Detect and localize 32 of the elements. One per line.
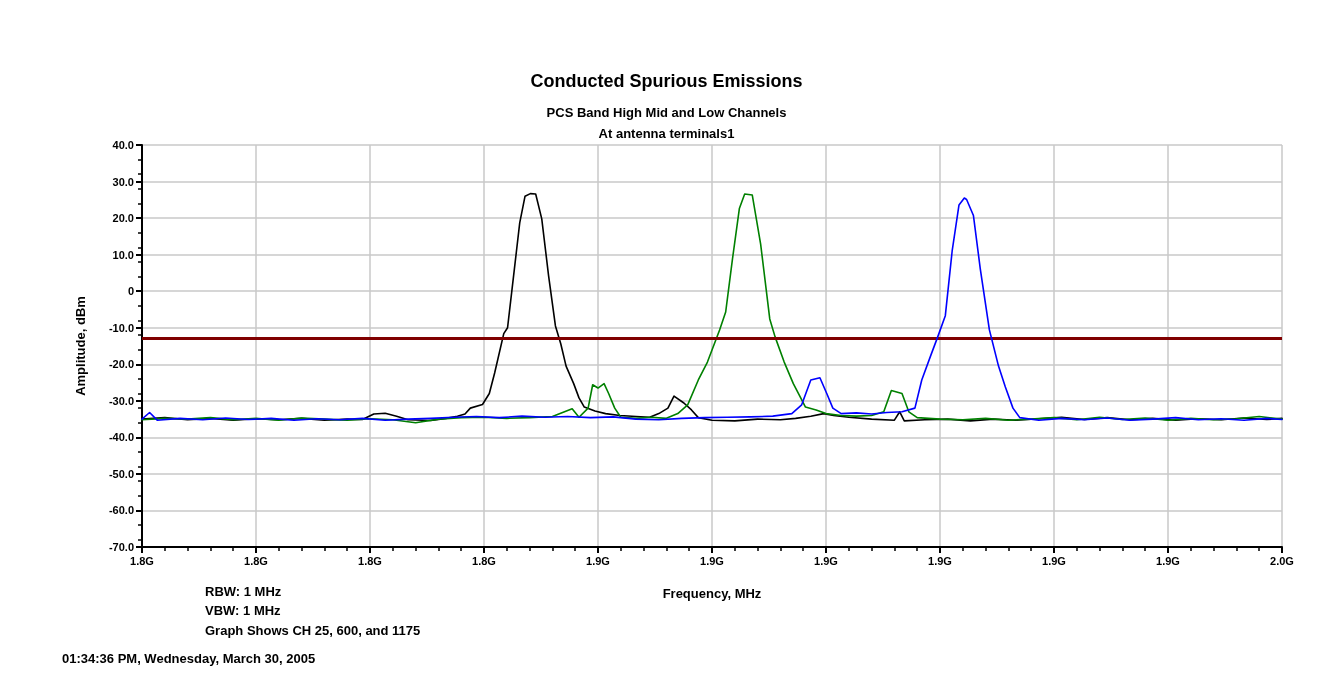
chart-title: Conducted Spurious Emissions	[530, 71, 803, 91]
chart-subtitle: PCS Band High Mid and Low Channels	[546, 105, 787, 120]
y-tick-label: 40.0	[112, 139, 134, 151]
x-tick-label: 1.9G	[700, 554, 724, 567]
y-tick-label: -70.0	[108, 541, 134, 553]
y-tick-label: -40.0	[108, 431, 134, 444]
y-tick-label: 10.0	[112, 248, 134, 261]
x-tick-label: 1.8G	[244, 554, 268, 567]
text: 01:34:36 PM, Wednesday, March 30, 2005	[62, 651, 316, 666]
y-tick-label: -20.0	[108, 358, 134, 371]
x-axis-title: Frequency, MHz	[662, 586, 762, 601]
x-tick-label: 1.8G	[472, 554, 496, 567]
y-tick-label: -60.0	[108, 504, 134, 517]
y-tick-label: -50.0	[108, 467, 134, 480]
x-tick-label: 1.9G	[1042, 554, 1066, 567]
y-axis-title: Amplitude, dBm	[73, 296, 88, 396]
text: Graph Shows CH 25, 600, and 1175	[205, 623, 421, 638]
y-tick-label: 30.0	[112, 175, 134, 188]
text: RBW: 1 MHz	[205, 584, 282, 599]
x-tick-label: 1.9G	[1156, 554, 1180, 567]
x-tick-label: 1.8G	[358, 554, 382, 567]
y-tick-label: 0	[127, 285, 134, 298]
y-tick-label: -10.0	[108, 321, 134, 334]
x-tick-label: 1.9G	[814, 554, 838, 567]
y-tick-label: -30.0	[108, 394, 134, 407]
text: At antenna terminals1	[598, 126, 735, 141]
x-tick-label: 1.8G	[130, 554, 154, 567]
x-tick-label: 1.9G	[586, 554, 610, 567]
text: VBW: 1 MHz	[205, 603, 282, 618]
x-tick-label: 1.9G	[928, 554, 952, 567]
x-tick-label: 2.0G	[1270, 554, 1294, 567]
y-tick-label: 20.0	[112, 212, 134, 225]
